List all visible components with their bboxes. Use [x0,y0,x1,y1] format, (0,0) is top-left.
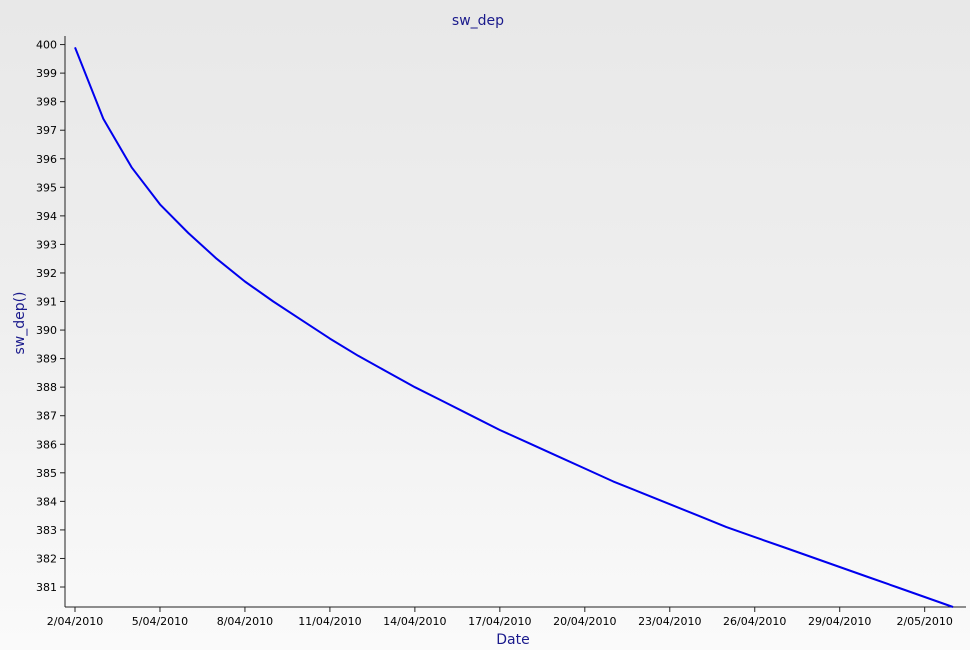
y-tick-label: 398 [36,96,57,109]
x-tick-label: 8/04/2010 [217,615,273,628]
y-tick-label: 394 [36,210,57,223]
y-tick-label: 382 [36,552,57,565]
y-tick-label: 395 [36,181,57,194]
y-tick-label: 383 [36,524,57,537]
x-tick-label: 26/04/2010 [723,615,786,628]
y-tick-label: 400 [36,39,57,52]
y-tick-label: 381 [36,581,57,594]
y-tick-label: 389 [36,353,57,366]
y-tick-label: 385 [36,467,57,480]
series-layer [74,47,954,608]
y-tick-label: 384 [36,495,57,508]
y-tick-label: 391 [36,296,57,309]
x-tick-label: 29/04/2010 [808,615,871,628]
y-tick-label: 397 [36,124,57,137]
x-tick-label: 2/05/2010 [896,615,952,628]
y-axis-ticks: 381 382 383 384 385 386 387 388 389 390 391 392 393 3… [36,39,65,594]
y-tick-label: 393 [36,238,57,251]
x-axis-title: Date [496,632,529,648]
chart-title: sw_dep [452,13,504,29]
x-axis-ticks: 2/04/2010 5/04/2010 8/04/2010 11/04/2010 14/… [47,607,953,628]
y-tick-label: 392 [36,267,57,280]
y-tick-label: 388 [36,381,57,394]
x-tick-label: 5/04/2010 [132,615,188,628]
y-tick-label: 399 [36,67,57,80]
x-tick-label: 17/04/2010 [468,615,531,628]
x-tick-label: 23/04/2010 [638,615,701,628]
x-tick-label: 14/04/2010 [383,615,446,628]
series-line [74,47,954,608]
y-axis-title: sw_dep() [12,291,28,354]
y-tick-label: 387 [36,410,57,423]
x-tick-label: 2/04/2010 [47,615,103,628]
x-tick-label: 11/04/2010 [298,615,361,628]
y-tick-label: 386 [36,438,57,451]
y-tick-label: 390 [36,324,57,337]
y-tick-label: 396 [36,153,57,166]
x-tick-label: 20/04/2010 [553,615,616,628]
